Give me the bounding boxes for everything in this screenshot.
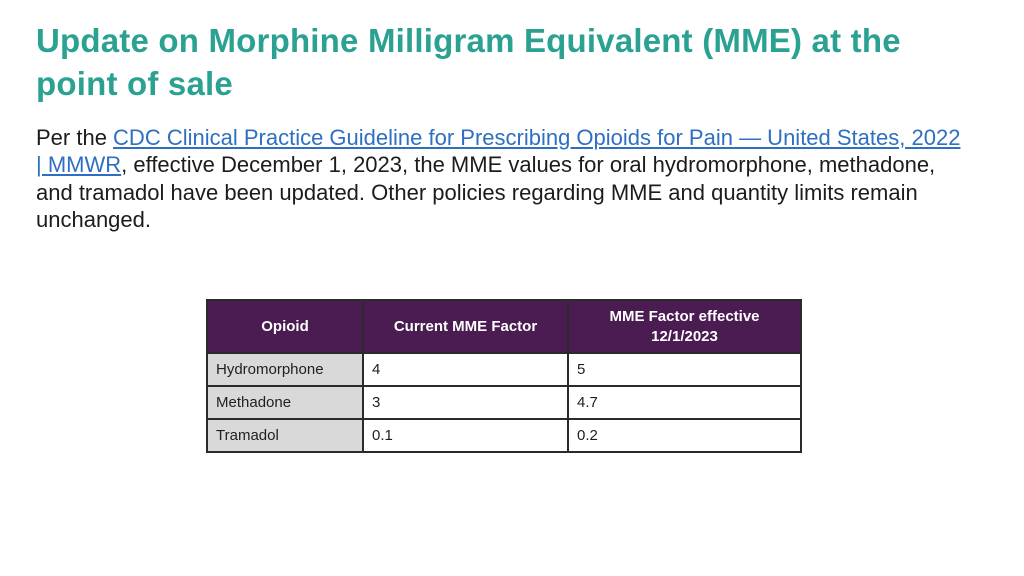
current-factor-cell: 0.1 bbox=[362, 418, 569, 453]
paragraph-post-text: , effective December 1, 2023, the MME va… bbox=[36, 152, 936, 232]
opioid-name-cell: Tramadol bbox=[206, 418, 364, 453]
header-opioid: Opioid bbox=[206, 299, 364, 354]
opioid-name-cell: Methadone bbox=[206, 385, 364, 420]
slide-title: Update on Morphine Milligram Equivalent … bbox=[36, 22, 901, 102]
effective-factor-cell: 5 bbox=[567, 352, 802, 387]
table-row-methadone: Methadone 3 4.7 bbox=[206, 385, 802, 420]
header-current-mme-factor: Current MME Factor bbox=[362, 299, 569, 354]
mme-factor-table: Opioid Current MME Factor MME Factor eff… bbox=[206, 299, 802, 453]
current-factor-cell: 4 bbox=[362, 352, 569, 387]
table-row-tramadol: Tramadol 0.1 0.2 bbox=[206, 418, 802, 453]
effective-factor-cell: 0.2 bbox=[567, 418, 802, 453]
effective-factor-cell: 4.7 bbox=[567, 385, 802, 420]
current-factor-cell: 3 bbox=[362, 385, 569, 420]
cdc-guideline-link[interactable]: CDC Clinical Practice Guideline for Pres… bbox=[36, 125, 961, 178]
paragraph-pre-text: Per the bbox=[36, 125, 114, 150]
body-paragraph: Per the CDC Clinical Practice Guideline … bbox=[36, 124, 971, 233]
table-header-row: Opioid Current MME Factor MME Factor eff… bbox=[206, 299, 802, 354]
opioid-name-cell: Hydromorphone bbox=[206, 352, 364, 387]
table-row-hydromorphone: Hydromorphone 4 5 bbox=[206, 352, 802, 387]
header-mme-factor-effective: MME Factor effective 12/1/2023 bbox=[567, 299, 802, 354]
